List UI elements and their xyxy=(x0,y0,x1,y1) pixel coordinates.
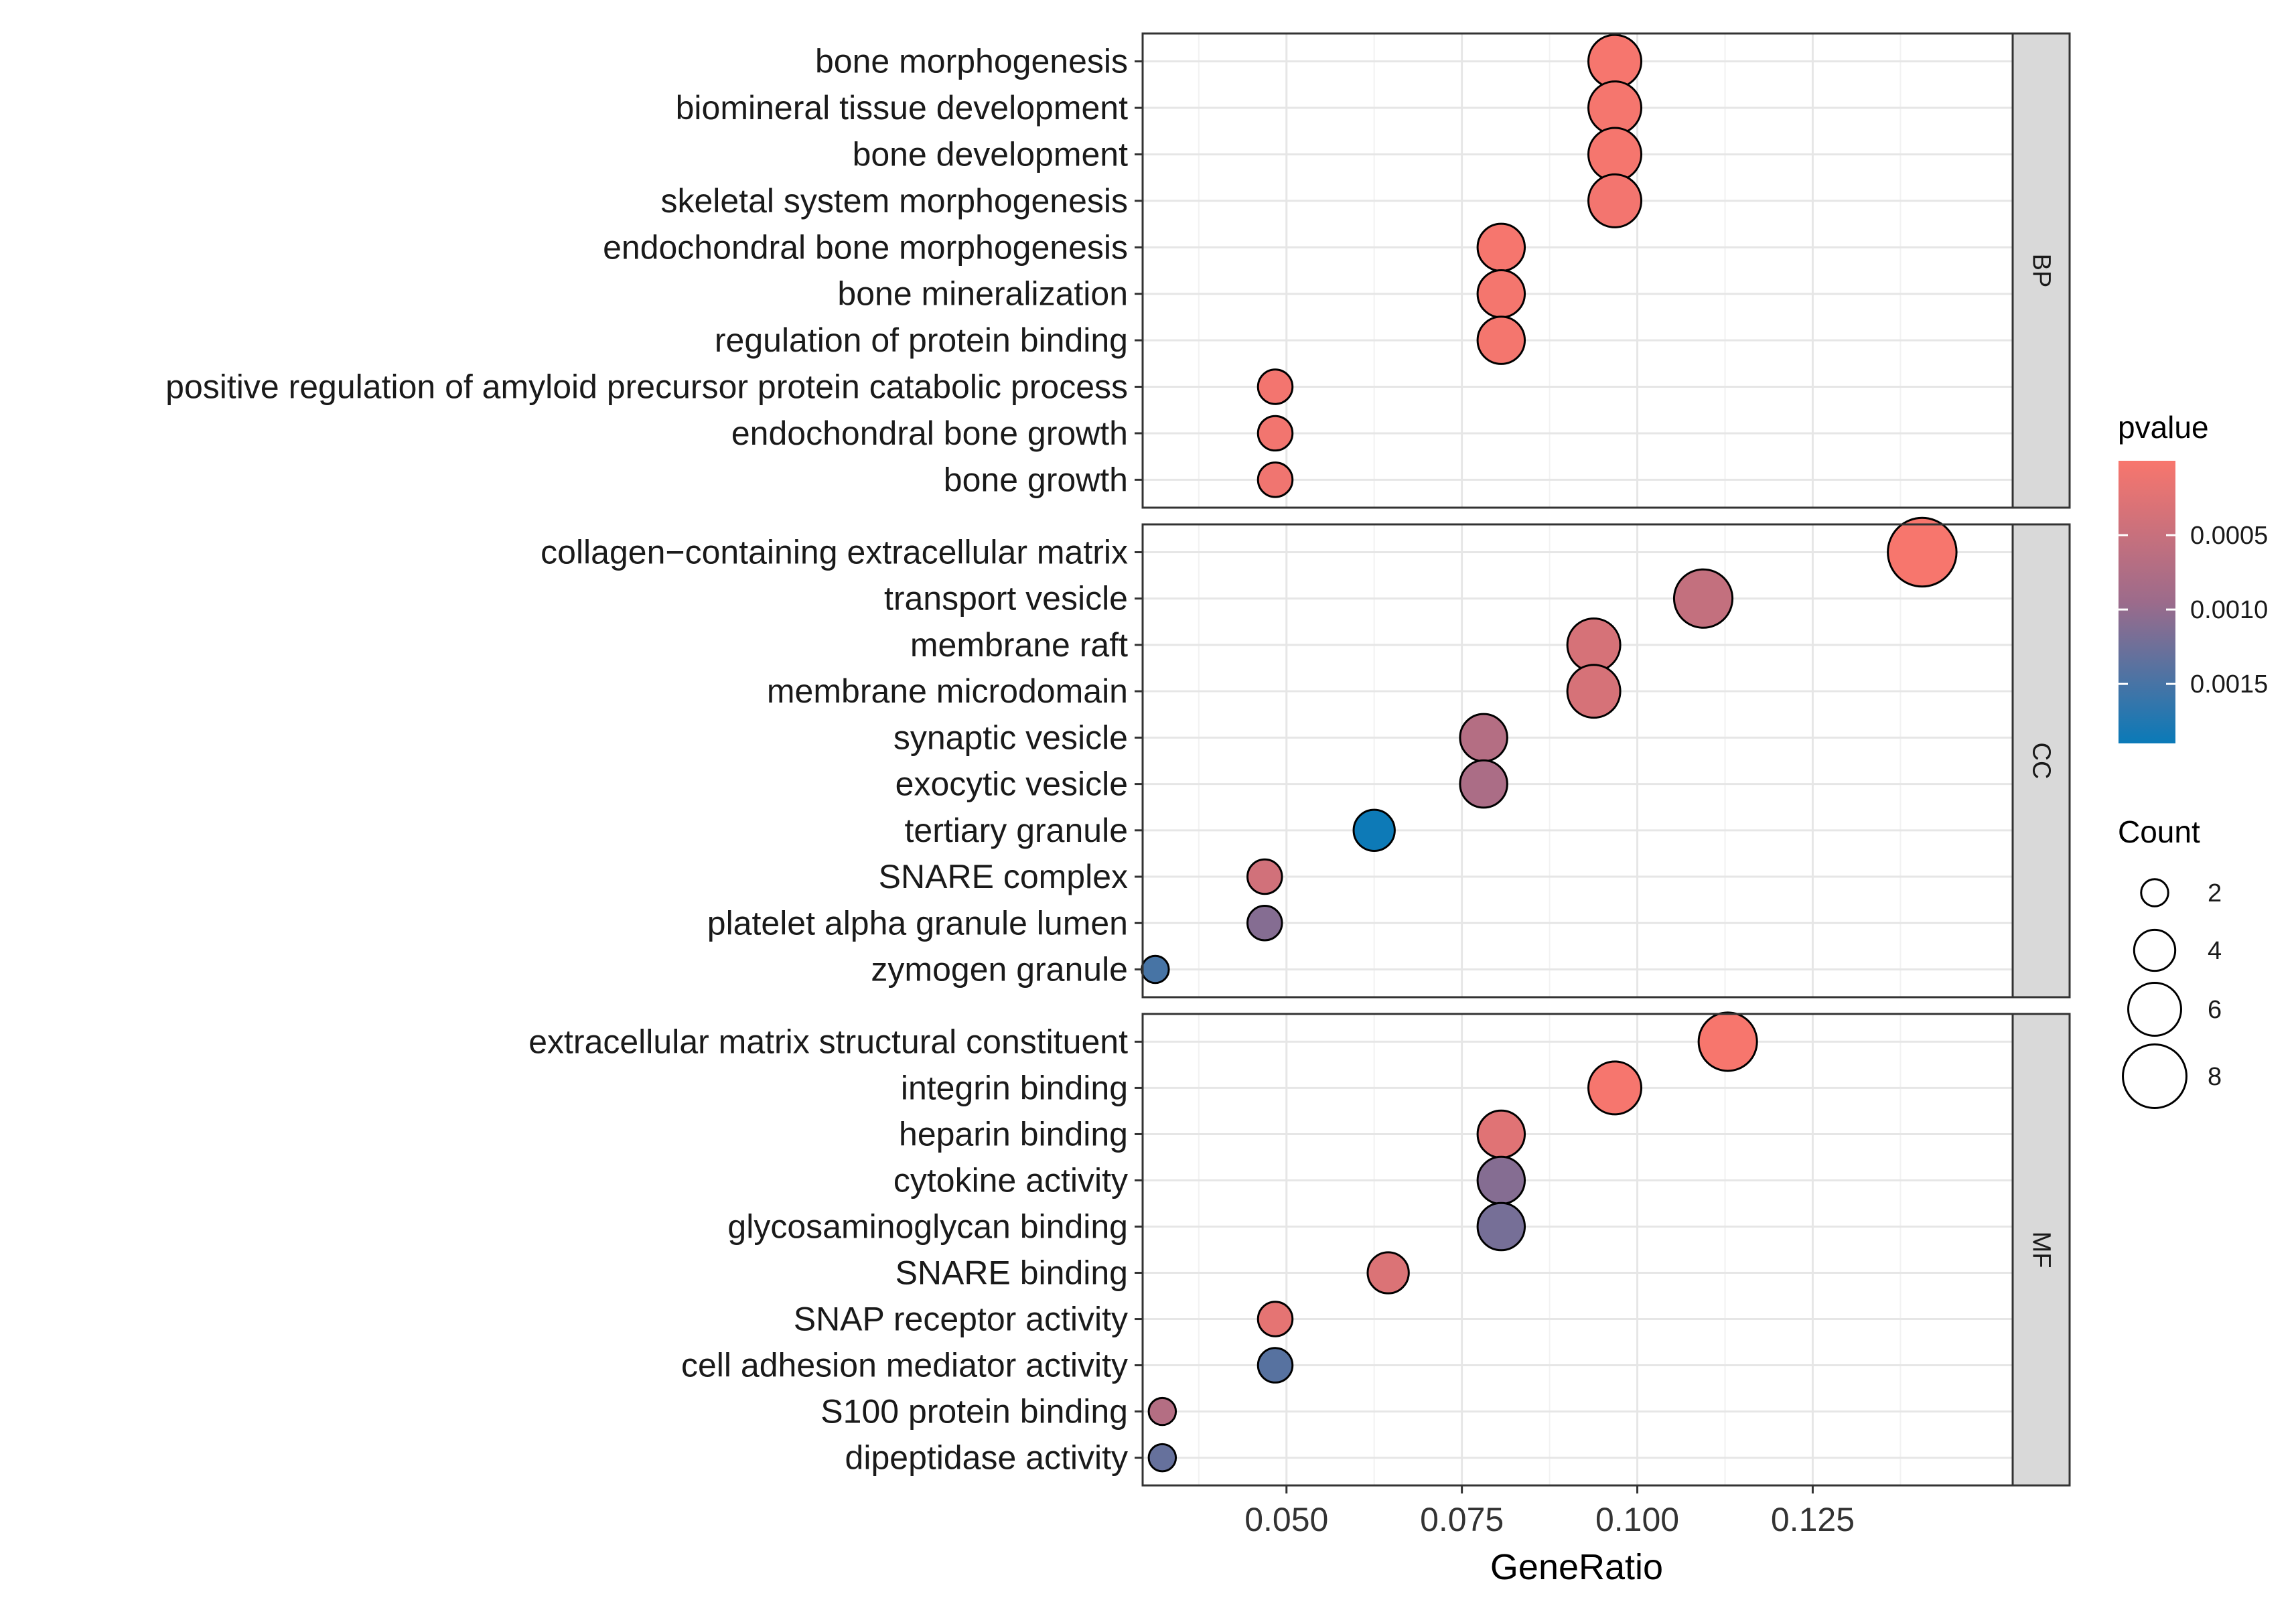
facet-strip xyxy=(2011,32,2071,509)
count-legend-circle xyxy=(2140,878,2169,907)
data-point xyxy=(1587,33,1643,89)
data-point xyxy=(1587,1060,1643,1116)
data-point xyxy=(1887,516,1958,588)
x-tick-label: 0.125 xyxy=(1771,1501,1855,1538)
facet-strip xyxy=(2011,1013,2071,1487)
data-point xyxy=(1476,222,1526,273)
term-label: tertiary granule xyxy=(905,812,1129,849)
term-label: S100 protein binding xyxy=(820,1393,1128,1431)
term-label: skeletal system morphogenesis xyxy=(660,182,1128,220)
colorbar-label: 0.0005 xyxy=(2190,522,2268,550)
term-label: membrane raft xyxy=(910,626,1128,664)
data-point xyxy=(1476,269,1526,319)
data-point xyxy=(1257,461,1294,498)
term-label: exocytic vesicle xyxy=(895,765,1128,803)
x-axis-title: GeneRatio xyxy=(1490,1547,1663,1587)
facet-bp: bone morphogenesis biomineral tissue deve… xyxy=(165,32,2071,509)
pvalue-colorbar xyxy=(2119,461,2175,743)
data-point xyxy=(1147,1396,1177,1427)
colorbar-label: 0.0010 xyxy=(2190,596,2268,624)
term-label: regulation of protein binding xyxy=(715,321,1128,359)
term-label: bone development xyxy=(853,135,1129,173)
x-tick-label: 0.075 xyxy=(1420,1501,1504,1538)
data-point xyxy=(1587,173,1643,228)
data-point xyxy=(1257,415,1294,452)
x-axis: 0.050 0.075 0.100 0.125 xyxy=(1244,1485,1855,1538)
facet-panels: bone morphogenesis biomineral tissue deve… xyxy=(165,32,2071,1487)
count-legend-label: 6 xyxy=(2208,996,2222,1024)
data-point xyxy=(1366,1251,1410,1295)
data-point xyxy=(1147,1443,1177,1473)
panel-background xyxy=(1143,524,2013,997)
term-label: heparin binding xyxy=(899,1115,1128,1153)
term-label: membrane microdomain xyxy=(767,672,1128,710)
term-label: cell adhesion mediator activity xyxy=(681,1347,1128,1384)
pvalue-legend-title: pvalue xyxy=(2118,410,2209,445)
data-point xyxy=(1459,759,1508,809)
count-legend-label: 2 xyxy=(2208,879,2222,907)
x-tick-label: 0.100 xyxy=(1595,1501,1679,1538)
data-point xyxy=(1587,127,1643,182)
data-point xyxy=(1672,568,1734,629)
data-point xyxy=(1459,713,1508,763)
x-tick-label: 0.050 xyxy=(1244,1501,1328,1538)
term-label: positive regulation of amyloid precursor… xyxy=(165,368,1128,406)
facet-strip-label: CC xyxy=(2027,743,2056,780)
count-legend-keys: 2 4 6 8 xyxy=(2122,878,2222,1109)
data-point xyxy=(1476,1155,1526,1205)
data-point xyxy=(1257,1301,1294,1337)
term-label: glycosaminoglycan binding xyxy=(727,1208,1128,1245)
data-point xyxy=(1697,1011,1758,1072)
count-legend-circle xyxy=(2127,982,2182,1037)
term-label: collagen−containing extracellular matrix xyxy=(541,534,1128,571)
count-legend-label: 8 xyxy=(2208,1063,2222,1091)
facet-strip-label: MF xyxy=(2027,1232,2056,1268)
term-label: bone growth xyxy=(944,461,1128,498)
term-label: platelet alpha granule lumen xyxy=(707,904,1128,942)
count-legend-circle xyxy=(2133,928,2177,972)
term-label: biomineral tissue development xyxy=(676,89,1128,127)
data-point xyxy=(1257,368,1294,405)
term-label: integrin binding xyxy=(901,1069,1128,1106)
term-label: extracellular matrix structural constitu… xyxy=(528,1023,1128,1060)
data-point xyxy=(1476,1201,1526,1252)
term-label: synaptic vesicle xyxy=(893,719,1128,756)
data-point xyxy=(1141,954,1170,984)
term-label: SNAP receptor activity xyxy=(794,1301,1128,1338)
count-legend-label: 4 xyxy=(2208,937,2222,965)
facet-strip-label: BP xyxy=(2027,254,2056,288)
data-point xyxy=(1587,80,1643,136)
count-legend-circle xyxy=(2122,1043,2187,1109)
term-label: transport vesicle xyxy=(884,580,1128,617)
data-point xyxy=(1246,905,1283,942)
data-point xyxy=(1352,808,1396,852)
data-point xyxy=(1566,664,1622,719)
term-label: endochondral bone morphogenesis xyxy=(603,228,1128,266)
data-point xyxy=(1476,1109,1526,1159)
count-legend: Count 2 4 6 8 xyxy=(2118,814,2222,1109)
term-label: endochondral bone growth xyxy=(731,415,1128,452)
term-label: SNARE binding xyxy=(895,1254,1128,1292)
facet-mf: extracellular matrix structural constitu… xyxy=(528,1011,2071,1487)
data-point xyxy=(1246,858,1283,895)
data-point xyxy=(1476,315,1526,365)
pvalue-legend: pvalue 0.0005 0.0010 0.0015 xyxy=(2118,410,2268,743)
term-label: bone mineralization xyxy=(837,275,1128,313)
term-label: bone morphogenesis xyxy=(815,43,1128,80)
data-point xyxy=(1566,617,1622,672)
facet-cc: collagen−containing extracellular matrix… xyxy=(541,516,2071,999)
facet-strip xyxy=(2011,523,2071,999)
panel-background xyxy=(1143,1014,2013,1485)
data-point xyxy=(1257,1347,1294,1384)
colorbar-label: 0.0015 xyxy=(2190,670,2268,699)
term-label: SNARE complex xyxy=(879,858,1128,895)
count-legend-title: Count xyxy=(2118,814,2200,849)
term-label: zymogen granule xyxy=(871,950,1128,988)
term-label: dipeptidase activity xyxy=(845,1439,1128,1477)
term-label: cytokine activity xyxy=(893,1161,1128,1199)
pvalue-legend-ticks: 0.0005 0.0010 0.0015 xyxy=(2119,522,2268,699)
